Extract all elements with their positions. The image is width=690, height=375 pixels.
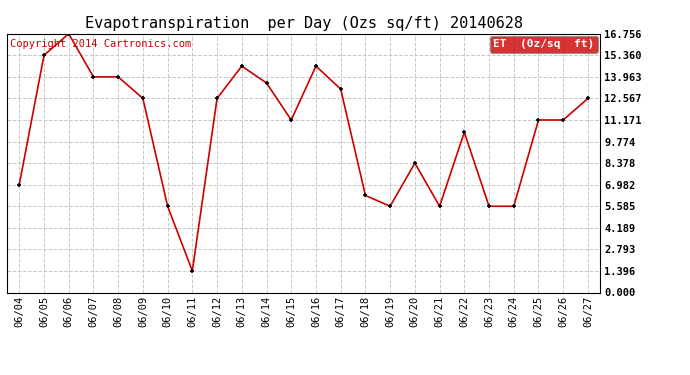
Point: [112, 74, 124, 80]
Point: [459, 129, 470, 135]
Point: [384, 203, 395, 209]
Point: [39, 52, 50, 58]
Point: [261, 80, 272, 86]
Point: [582, 96, 593, 102]
Point: [137, 96, 148, 102]
Text: Copyright 2014 Cartronics.com: Copyright 2014 Cartronics.com: [10, 39, 191, 49]
Point: [335, 86, 346, 92]
Point: [162, 203, 173, 209]
Point: [409, 160, 420, 166]
Point: [310, 63, 322, 69]
Point: [533, 117, 544, 123]
Title: Evapotranspiration  per Day (Ozs sq/ft) 20140628: Evapotranspiration per Day (Ozs sq/ft) 2…: [85, 16, 522, 31]
Point: [14, 182, 25, 188]
Point: [187, 268, 198, 274]
Point: [63, 31, 75, 37]
Point: [509, 203, 520, 209]
Point: [236, 63, 247, 69]
Point: [434, 203, 445, 209]
Point: [484, 203, 495, 209]
Point: [360, 192, 371, 198]
Point: [558, 117, 569, 123]
Point: [88, 74, 99, 80]
Point: [212, 96, 223, 102]
Legend: ET  (0z/sq  ft): ET (0z/sq ft): [490, 36, 598, 52]
Point: [286, 117, 297, 123]
